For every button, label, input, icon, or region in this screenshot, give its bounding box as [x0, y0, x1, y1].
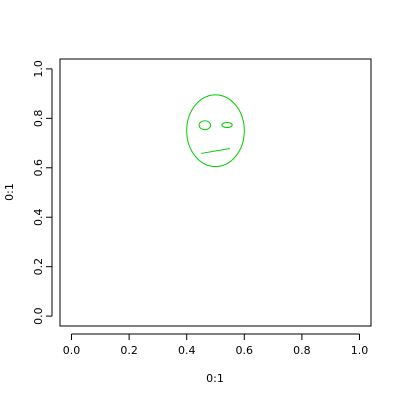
right-eye [221, 122, 233, 128]
x-tick-label: 1.0 [351, 344, 369, 357]
plot-frame [59, 58, 372, 327]
mouth [201, 148, 230, 154]
x-axis-title: 0:1 [206, 372, 224, 385]
y-axis: 0.0 0.2 0.4 0.6 0.8 1.0 [32, 60, 53, 325]
x-tick-label: 0.2 [120, 344, 138, 357]
plot-marks [186, 94, 245, 168]
y-tick-label: 0.2 [32, 258, 45, 276]
x-tick-label: 0.4 [178, 344, 196, 357]
left-eye [198, 120, 212, 131]
y-tick-label: 0.4 [32, 208, 45, 226]
y-tick-label: 0.0 [32, 307, 45, 325]
y-axis-title: 0:1 [3, 183, 16, 201]
y-tick-label: 0.6 [32, 159, 45, 177]
x-tick-label: 0.8 [293, 344, 311, 357]
x-axis: 0.0 0.2 0.4 0.6 0.8 1.0 [63, 333, 369, 357]
x-tick-label: 0.0 [63, 344, 81, 357]
y-tick-label: 1.0 [32, 60, 45, 78]
y-tick-label: 0.8 [32, 110, 45, 128]
x-tick-label: 0.6 [236, 344, 254, 357]
face-outline [186, 94, 245, 168]
